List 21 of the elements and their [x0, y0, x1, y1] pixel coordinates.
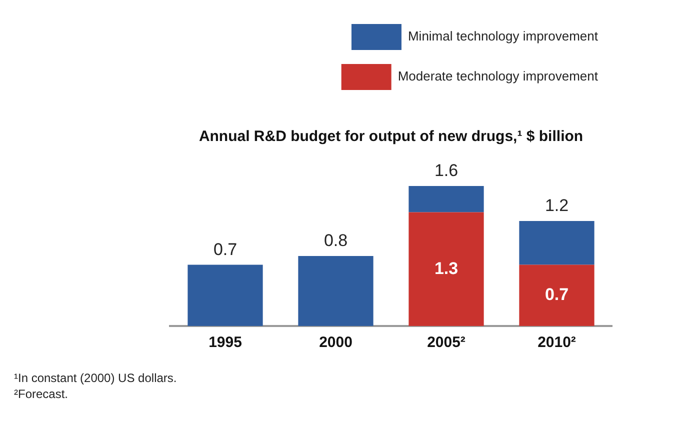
x-tick-label: 1995 [208, 334, 242, 352]
data-label: 0.7 [544, 285, 569, 304]
text: ²Forecast. [14, 386, 70, 402]
legend-label: Minimal technology improvement [408, 28, 598, 44]
data-label: 0.8 [324, 231, 348, 250]
bar [188, 264, 263, 326]
x-tick-label: 2005² [427, 334, 466, 352]
total-label: 1.6 [434, 161, 458, 180]
x-tick-label: 2010² [538, 334, 576, 352]
x-tick-label: 2000 [319, 334, 352, 352]
total-label: 1.2 [544, 196, 569, 216]
bar [298, 256, 374, 326]
data-label: 0.7 [213, 240, 238, 259]
chart-title: Annual R&D budget for output of new drugs,¹ $ billion [198, 128, 584, 146]
text: ¹In constant (2000) US dollars. [14, 370, 177, 386]
bar [519, 221, 594, 265]
bar [408, 212, 484, 326]
bar [408, 186, 484, 212]
legend-label: Moderate technology improvement [398, 68, 598, 84]
bar [519, 264, 594, 326]
data-label: 1.3 [434, 258, 458, 278]
